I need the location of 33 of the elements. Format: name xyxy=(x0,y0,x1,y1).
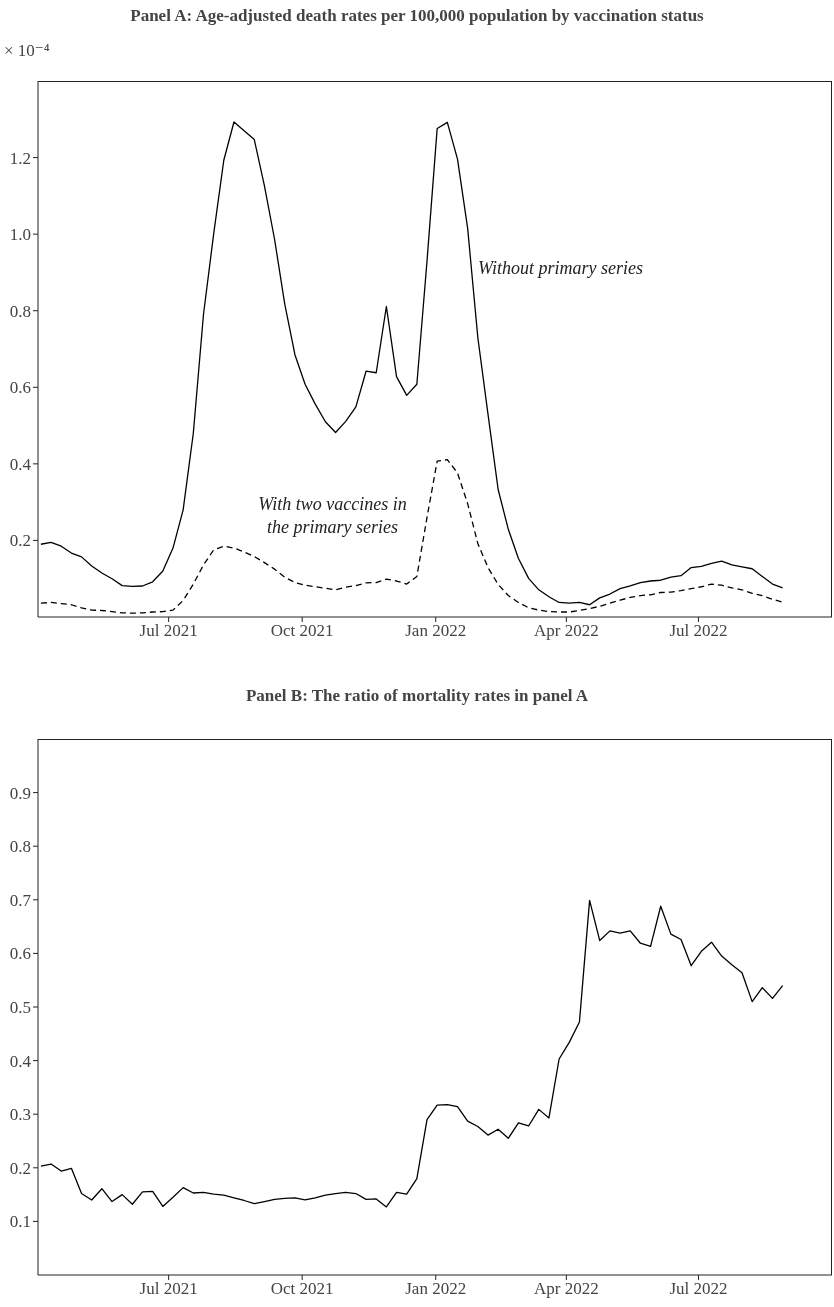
y-tick-label: 0.6 xyxy=(9,944,31,964)
x-tick-label: Jul 2022 xyxy=(669,621,728,641)
y-tick-label: 1.0 xyxy=(9,225,31,245)
y-tick-label: 0.9 xyxy=(9,783,31,803)
line-series xyxy=(40,459,784,614)
x-tick-label: Jan 2022 xyxy=(405,621,467,641)
x-tick-label: Jul 2022 xyxy=(669,1279,728,1299)
x-tick-label: Apr 2022 xyxy=(534,1279,599,1299)
y-axis-title: × 10⁻⁴ xyxy=(4,40,50,61)
y-tick-label: 1.2 xyxy=(9,148,31,168)
y-tick-label: 0.2 xyxy=(9,531,31,551)
y-tick-label: 0.3 xyxy=(9,1105,31,1125)
x-tick-label: Oct 2021 xyxy=(270,621,334,641)
line-series xyxy=(40,899,784,1208)
x-tick-label: Jan 2022 xyxy=(405,1279,467,1299)
x-tick-label: Jul 2021 xyxy=(139,1279,198,1299)
x-tick-label: Jul 2021 xyxy=(139,621,198,641)
y-tick-label: 0.8 xyxy=(9,837,31,857)
y-tick-label: 0.6 xyxy=(9,378,31,398)
line-series xyxy=(40,121,784,606)
y-tick-label: 0.4 xyxy=(9,1051,32,1071)
y-tick-label: 0.8 xyxy=(9,301,31,321)
y-tick-label: 0.1 xyxy=(9,1212,31,1232)
x-tick-label: Oct 2021 xyxy=(270,1279,334,1299)
chart-title: Panel B: The ratio of mortality rates in panel A xyxy=(245,686,589,706)
y-tick-label: 0.5 xyxy=(9,998,31,1018)
series-label: Without primary series xyxy=(478,257,644,280)
x-tick-label: Apr 2022 xyxy=(534,621,599,641)
y-tick-label: 0.2 xyxy=(9,1158,31,1178)
y-tick-label: 0.7 xyxy=(9,890,32,910)
y-tick-label: 0.4 xyxy=(9,454,32,474)
chart-title: Panel A: Age-adjusted death rates per 100,000 population by vaccination status xyxy=(129,6,705,26)
series-label: With two vaccines in the primary series xyxy=(257,493,408,539)
